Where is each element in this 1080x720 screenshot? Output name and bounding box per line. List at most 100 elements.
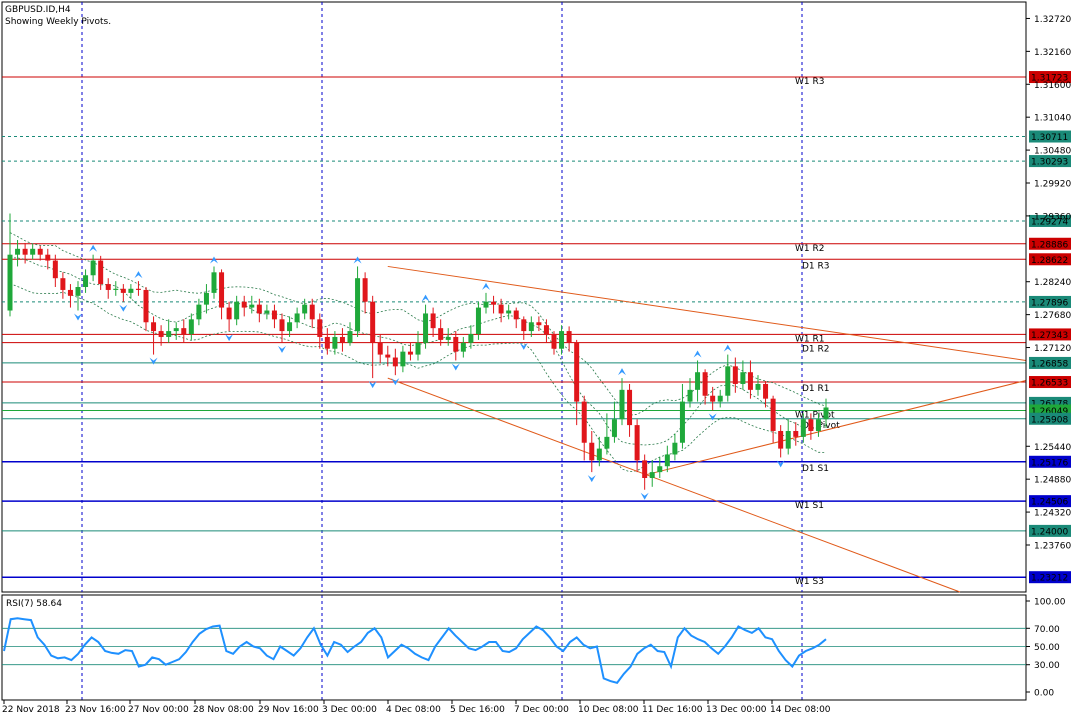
candle-7: [60, 272, 66, 299]
price-tag-1: 1.30711: [1031, 133, 1068, 143]
candle-body-45: [347, 331, 353, 343]
candle-57: [438, 319, 444, 346]
candle-47: [362, 272, 368, 314]
candle-body-24: [188, 319, 194, 335]
rsi-tick-label-0: 100.00: [1034, 598, 1066, 608]
candle-body-38: [294, 313, 300, 323]
candle-61: [468, 325, 474, 349]
candle-body-12: [98, 260, 104, 285]
candle-body-9: [75, 287, 81, 296]
candle-body-76: [581, 401, 587, 443]
candle-body-52: [400, 351, 406, 367]
candle-body-100: [763, 383, 769, 399]
price-tag-3: 1.29274: [1031, 217, 1068, 227]
candle-51: [392, 348, 398, 376]
candle-body-104: [793, 430, 799, 437]
time-tick-label-1: 23 Nov 16:00: [65, 705, 126, 715]
candle-101: [770, 395, 776, 443]
candle-body-54: [415, 342, 421, 355]
price-tick-label-6: 1.29360: [1034, 212, 1071, 222]
price-tag-7: 1.27343: [1031, 331, 1068, 341]
candle-body-20: [158, 331, 164, 337]
trend-lines: [387, 265, 1027, 593]
candle-body-89: [679, 401, 685, 443]
fractal-down-9: [74, 313, 82, 321]
candle-body-50: [385, 354, 391, 358]
candle-body-80: [611, 419, 617, 437]
candle-20: [158, 325, 164, 346]
candle-14: [113, 281, 119, 296]
candle-body-82: [627, 389, 633, 426]
rsi-tick-label-1: 70.00: [1034, 625, 1060, 635]
candle-37: [287, 316, 293, 337]
fractal-down-77: [587, 475, 596, 483]
rsi-pane: 100.00 70.00 50.00 30.00 0.00: [1, 594, 1066, 701]
candle-21: [166, 319, 172, 343]
candle-23: [181, 319, 187, 343]
price-tag-bg-6: [1029, 295, 1071, 308]
price-tag-13: 1.25908: [1031, 415, 1068, 425]
candle-body-51: [392, 357, 398, 367]
price-tick-label-7: 1.28240: [1034, 278, 1071, 288]
candle-56: [430, 307, 436, 337]
price-tag-bg-2: [1029, 155, 1071, 168]
candle-36: [279, 313, 285, 343]
fractal-down-48: [368, 381, 377, 389]
time-tick-label-2: 27 Nov 00:00: [128, 705, 189, 715]
candle-105: [800, 413, 806, 443]
candle-body-87: [664, 454, 670, 467]
candle-100: [763, 381, 769, 408]
candle-body-65: [498, 304, 504, 314]
candle-16: [128, 284, 134, 299]
candle-77: [589, 430, 595, 473]
candle-body-70: [536, 322, 542, 326]
fractal-down-84: [640, 492, 649, 500]
candle-4: [37, 245, 43, 261]
rsi-line: [3, 617, 827, 685]
candle-2: [22, 242, 28, 264]
candle-30: [234, 295, 240, 326]
price-tag-9: 1.26858: [1031, 359, 1068, 369]
candle-65: [498, 298, 504, 323]
time-tick-label-9: 10 Dec 08:00: [578, 705, 639, 715]
candle-44: [339, 328, 345, 352]
candle-50: [385, 345, 391, 367]
candle-body-23: [181, 328, 187, 335]
fractal-up-81: [618, 368, 626, 376]
time-tick-label-11: 13 Dec 00:00: [706, 705, 767, 715]
time-tick-label-12: 14 Dec 08:00: [770, 705, 831, 715]
pivot-label-7: W1 R1: [795, 334, 824, 344]
candle-46: [355, 266, 361, 337]
candle-54: [415, 331, 421, 361]
fractal-down-59: [451, 363, 460, 371]
candle-86: [657, 457, 663, 478]
candle-82: [627, 383, 633, 437]
pivot-label-14: D1 S1: [802, 464, 829, 474]
candle-body-72: [551, 334, 557, 349]
candle-body-107: [815, 419, 821, 431]
trend-line-0: [387, 265, 1027, 361]
candle-body-93: [710, 395, 716, 402]
candle-62: [475, 301, 481, 340]
candle-102: [778, 425, 784, 458]
candle-body-103: [785, 430, 791, 449]
candle-body-59: [453, 336, 459, 352]
candle-body-13: [105, 284, 111, 290]
candle-29: [226, 301, 232, 332]
fractal-up-11: [89, 244, 98, 252]
candle-body-40: [309, 304, 315, 320]
price-tag-15: 1.24506: [1031, 498, 1068, 508]
candle-31: [241, 295, 247, 317]
pivot-label-17: W1 S3: [795, 577, 824, 587]
candle-103: [785, 419, 791, 455]
candle-52: [400, 345, 406, 373]
candle-body-56: [430, 313, 436, 329]
candle-107: [815, 413, 821, 437]
fractal-down-68: [519, 342, 528, 350]
time-tick-label-7: 5 Dec 16:00: [450, 705, 505, 715]
price-tag-bg-17: [1029, 571, 1071, 584]
fractal-up-17: [134, 271, 143, 279]
candle-48: [370, 295, 376, 379]
